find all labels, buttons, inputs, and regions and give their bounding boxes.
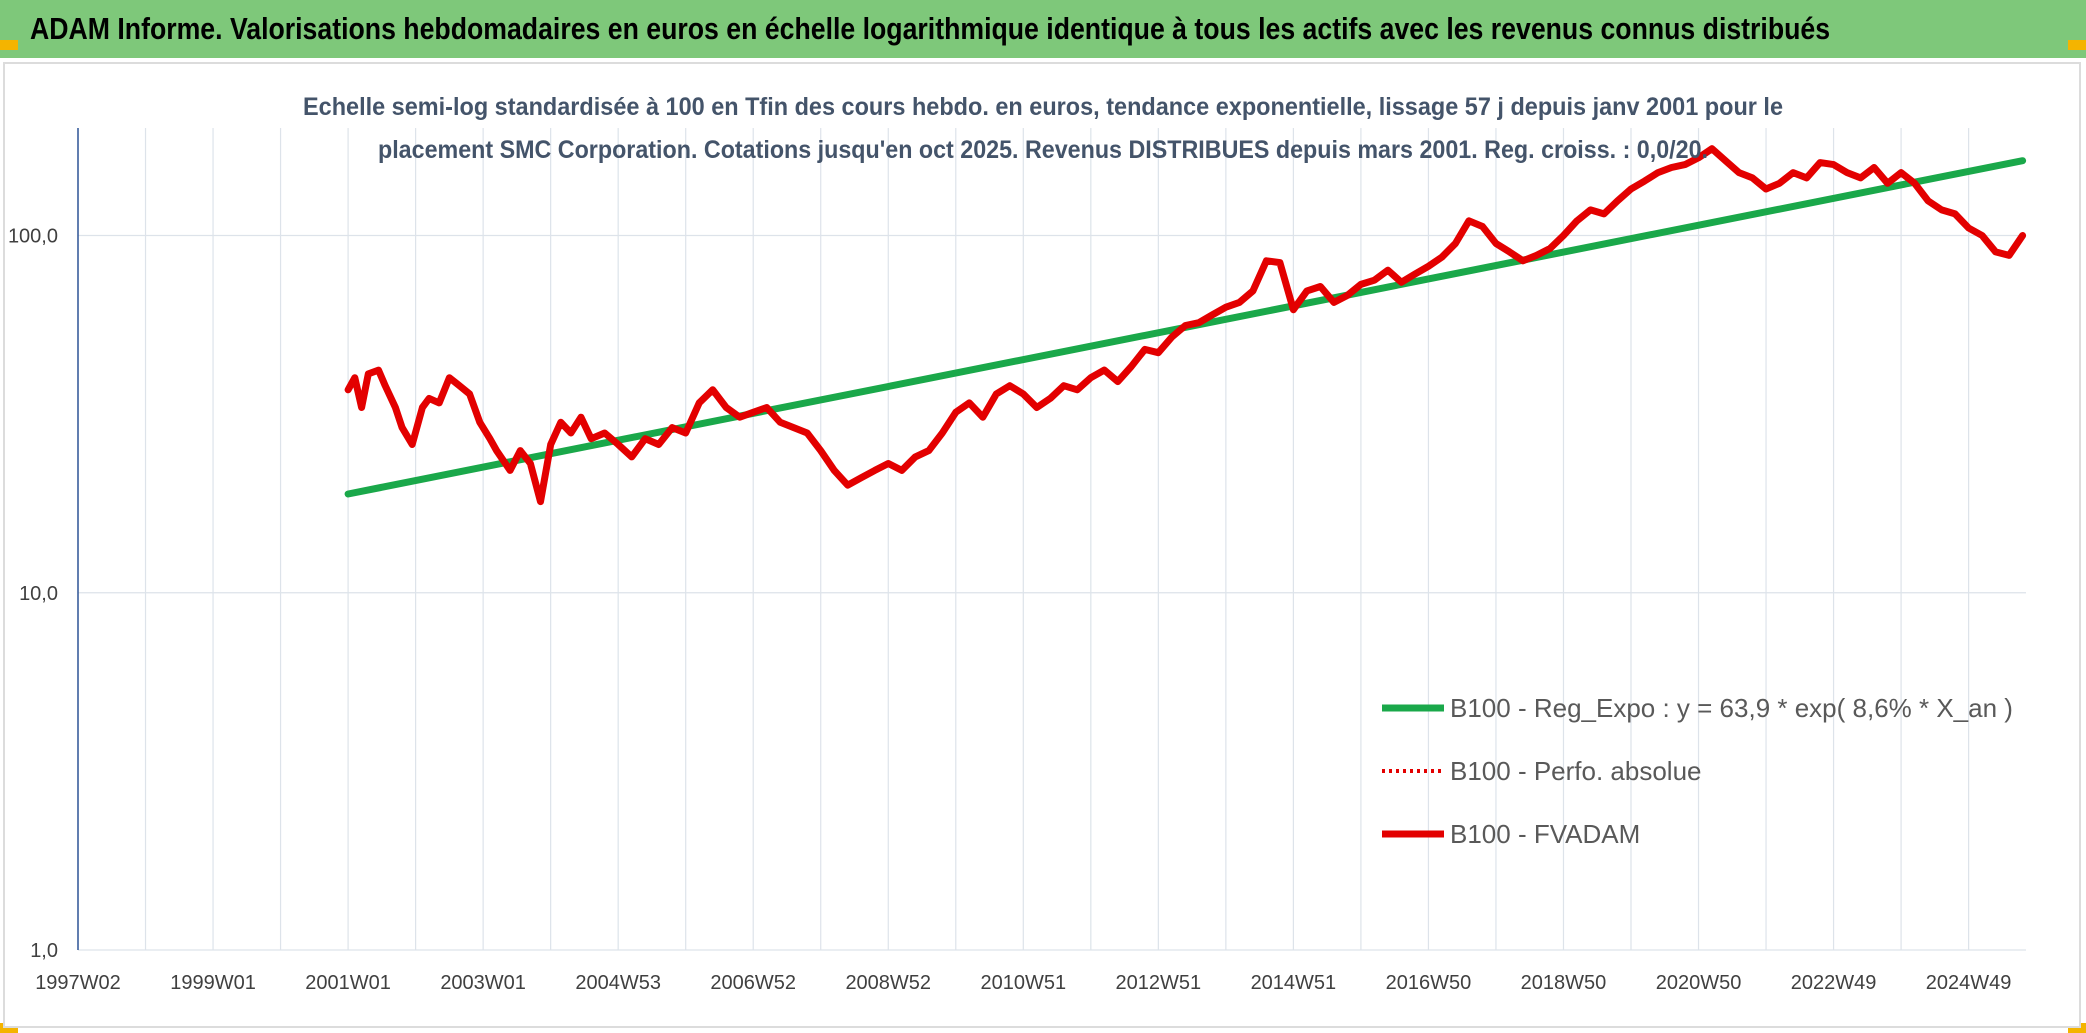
- x-tick-label: 2022W49: [1791, 972, 1877, 994]
- x-tick-label: 1999W01: [170, 972, 256, 994]
- grid: [77, 128, 2026, 951]
- axes: 1,0 10,0 100,0 1997W02 1999W01 2001W01 2003W01…: [8, 128, 2011, 994]
- header-band: ADAM Informe. Valorisations hebdomadaire…: [0, 0, 2086, 58]
- x-tick-label: 2024W49: [1926, 972, 2012, 994]
- x-tick-label: 2016W50: [1386, 972, 1472, 994]
- corner-accent-right: [2068, 40, 2086, 50]
- x-tick-label: 2018W50: [1521, 972, 1607, 994]
- page-title: ADAM Informe. Valorisations hebdomadaire…: [30, 11, 1831, 46]
- x-tick-label: 2001W01: [305, 972, 391, 994]
- x-tick-label: 2020W50: [1656, 972, 1742, 994]
- y-tick-label: 1,0: [30, 940, 58, 962]
- corner-accent-bottom-left: [0, 1023, 18, 1033]
- corner-accent-left: [0, 40, 18, 50]
- x-tick-label: 1997W02: [35, 972, 121, 994]
- x-tick-label: 2004W53: [575, 972, 661, 994]
- chart-frame: [3, 62, 2081, 1028]
- x-tick-label: 2014W51: [1251, 972, 1337, 994]
- legend-label-2: B100 - FVADAM: [1450, 819, 1640, 849]
- y-tick-label: 100,0: [8, 226, 58, 248]
- legend: B100 - Reg_Expo : y = 63,9 * exp( 8,6% *…: [1382, 693, 2013, 849]
- x-tick-label: 2010W51: [980, 972, 1066, 994]
- chart-title-line1: Echelle semi-log standardisée à 100 en T…: [303, 93, 1783, 121]
- chart-title-line2: placement SMC Corporation. Cotations jus…: [378, 136, 1708, 164]
- legend-label-1: B100 - Perfo. absolue: [1450, 756, 1702, 786]
- legend-label-0: B100 - Reg_Expo : y = 63,9 * exp( 8,6% *…: [1450, 693, 2013, 723]
- x-tick-label: 2008W52: [845, 972, 931, 994]
- y-tick-label: 10,0: [19, 583, 58, 605]
- x-tick-label: 2003W01: [440, 972, 526, 994]
- series-line-2: [344, 145, 2027, 506]
- x-tick-label: 2012W51: [1116, 972, 1202, 994]
- x-tick-label: 2006W52: [710, 972, 796, 994]
- corner-accent-bottom-right: [2068, 1023, 2086, 1033]
- series-layer: [344, 145, 2027, 506]
